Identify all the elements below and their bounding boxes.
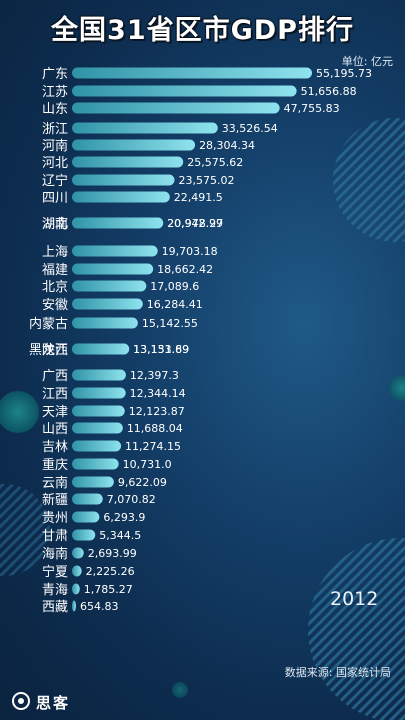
bar-陕西 [72,343,130,355]
value-label: 13,151.69 [133,343,189,356]
category-label: 浙江 [42,122,68,137]
bar-广东 [72,67,312,79]
bar-甘肃 [72,529,96,541]
value-label: 7,070.82 [107,493,156,506]
bar-江苏 [72,85,297,97]
bar-上海 [72,245,158,257]
bar-天津 [72,405,125,417]
value-label: 9,622.09 [118,476,167,489]
logo-text: 思客 [36,694,71,712]
category-label: 湖北 [42,217,68,232]
category-label: 广东 [42,67,68,82]
category-label: 云南 [42,475,68,491]
year-label: 2012 [330,588,379,610]
value-label: 2,693.99 [88,547,137,560]
bar-北京 [72,280,147,292]
category-label: 四川 [42,191,68,206]
value-label: 13,133.89 [133,343,189,356]
bar-吉林 [72,440,122,452]
data-source: 数据来源: 国家统计局 [284,666,391,679]
category-label: 吉林 [42,440,68,455]
bar-浙江 [72,122,218,134]
unit-label: 单位: 亿元 [341,55,393,68]
category-label: 江苏 [42,84,68,100]
category-label: 内蒙古 [29,316,68,332]
value-label: 12,397.3 [130,369,179,382]
bar-海南 [72,547,84,559]
value-label: 25,575.62 [187,156,243,169]
category-label: 新疆 [42,492,68,508]
category-label: 西藏 [42,600,68,615]
value-label: 33,526.54 [222,122,278,135]
category-label: 江西 [42,387,68,402]
category-label: 河南 [42,138,68,154]
value-label: 17,089.6 [150,280,199,293]
bar-河南 [72,139,196,151]
category-label: 河北 [42,156,68,171]
value-label: 51,656.88 [301,85,357,98]
bar-四川 [72,191,170,203]
value-label: 10,731.0 [123,458,172,471]
category-label: 安徽 [42,298,68,313]
category-label: 重庆 [42,457,68,473]
category-label: 湖南 [42,216,68,232]
value-label: 11,688.04 [127,422,183,435]
category-label: 陕西 [42,343,68,358]
bar-湖南 [72,217,164,229]
bar-河北 [72,156,184,168]
category-label: 贵州 [42,511,68,526]
bar-新疆 [72,493,103,505]
value-label: 1,785.27 [84,583,133,596]
value-label: 12,123.87 [129,405,185,418]
value-label: 47,755.83 [284,102,340,115]
value-label: 19,703.18 [162,245,218,258]
bar-福建 [72,263,154,275]
category-label: 广西 [42,369,68,384]
value-label: 16,284.41 [147,298,203,311]
value-label: 11,274.15 [125,440,181,453]
value-label: 654.83 [80,600,119,613]
value-label: 12,344.14 [130,387,186,400]
bar-山东 [72,102,280,114]
value-label: 15,142.55 [142,317,198,330]
bar-云南 [72,476,114,488]
value-label: 55,195.73 [316,67,372,80]
value-label: 5,344.5 [99,529,141,542]
category-label: 黑龙江 [29,343,68,358]
category-label: 北京 [42,280,68,295]
category-label: 山西 [42,422,68,437]
category-label: 宁夏 [42,564,68,580]
bar-宁夏 [72,565,82,577]
bar-贵州 [72,511,100,523]
category-label: 甘肃 [42,529,68,544]
bar-辽宁 [72,174,175,186]
category-label: 天津 [42,405,68,420]
bar-西藏 [72,600,76,612]
category-label: 福建 [42,263,68,278]
brand-logo: 思客 [10,688,70,714]
bar-青海 [72,583,80,595]
bar-内蒙古 [72,317,138,329]
value-label: 20,942.99 [167,217,223,230]
value-label: 6,293.9 [103,511,145,524]
page-title: 全国31省区市GDP排行 [51,15,354,46]
bar-广西 [72,369,126,381]
value-label: 18,662.42 [157,263,213,276]
bar-重庆 [72,458,119,470]
bar-安徽 [72,298,143,310]
bar-江西 [72,387,126,399]
category-label: 青海 [42,583,68,598]
bar-山西 [72,422,123,434]
value-label: 22,491.5 [174,191,223,204]
value-label: 20,978.27 [167,217,223,230]
category-label: 山东 [42,102,68,117]
value-label: 28,304.34 [199,139,255,152]
value-label: 2,225.26 [86,565,135,578]
category-label: 辽宁 [42,173,68,189]
category-label: 上海 [42,245,68,260]
value-label: 23,575.02 [179,174,235,187]
logo-icon [12,692,30,710]
category-label: 海南 [42,546,68,562]
